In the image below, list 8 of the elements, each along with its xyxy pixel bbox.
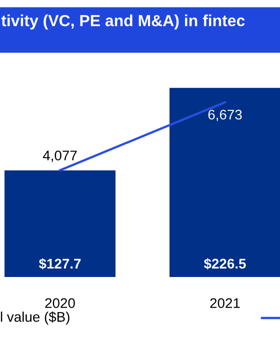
data-label: 6,673 <box>208 110 242 122</box>
chart-title: tivity (VC, PE and M&A) in fintec <box>1 14 245 30</box>
data-label: $226.5 <box>204 258 246 270</box>
x-tick-label: 2021 <box>210 298 240 308</box>
text: l value ($B) <box>0 311 70 325</box>
data-label: $127.7 <box>38 258 81 270</box>
x-tick-label: 2020 <box>45 298 75 308</box>
data-label: 4,077 <box>42 150 77 162</box>
